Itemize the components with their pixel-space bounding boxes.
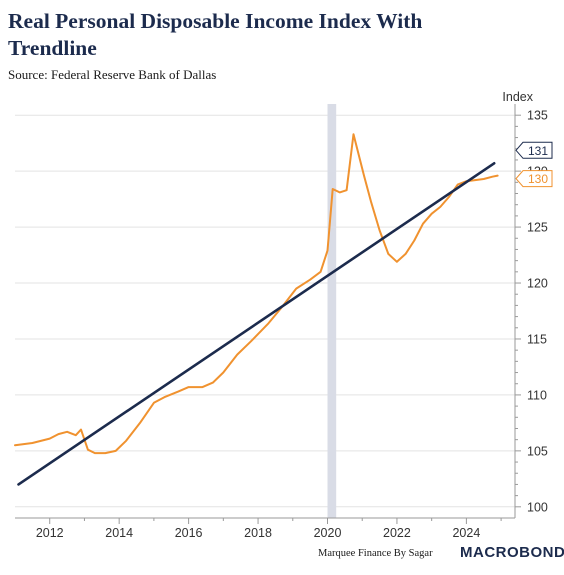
y-tick-label-115: 115 bbox=[527, 332, 547, 346]
income-index-end-flag: 130 bbox=[515, 170, 553, 188]
y-tick-label-100: 100 bbox=[527, 500, 548, 514]
trendline-series bbox=[17, 162, 496, 486]
x-tick-label-2022: 2022 bbox=[383, 526, 411, 540]
chart-source: Source: Federal Reserve Bank of Dallas bbox=[8, 67, 217, 82]
end-value-flags: 130 131 bbox=[515, 141, 553, 188]
y-axis-unit-label: Index bbox=[502, 90, 533, 104]
income-index-series bbox=[14, 133, 499, 455]
footer-credit: Marquee Finance By Sagar bbox=[318, 548, 433, 559]
trendline-end-flag: 131 bbox=[515, 141, 553, 159]
y-tick-label-105: 105 bbox=[527, 444, 548, 458]
x-tick-label-2016: 2016 bbox=[175, 526, 203, 540]
chart-title: Real Personal Disposable Income Index Wi… bbox=[8, 9, 423, 60]
x-tick-label-2024: 2024 bbox=[452, 526, 480, 540]
y-tick-label-125: 125 bbox=[527, 221, 548, 235]
recession-band bbox=[327, 104, 337, 518]
income-index-end-value: 130 bbox=[528, 172, 548, 186]
y-tick-label-135: 135 bbox=[527, 109, 548, 123]
x-tick-label-2020: 2020 bbox=[314, 526, 342, 540]
macrobond-logo: MACROBOND bbox=[460, 544, 564, 561]
y-axis-ticks: 100 105 110 115 120 125 130 135 bbox=[515, 109, 548, 514]
x-axis-ticks: 2012 2014 2016 2018 2020 2022 2024 bbox=[36, 518, 502, 540]
x-tick-label-2018: 2018 bbox=[244, 526, 272, 540]
series-layer bbox=[14, 133, 499, 486]
y-tick-label-110: 110 bbox=[527, 388, 547, 402]
y-tick-label-120: 120 bbox=[527, 277, 548, 291]
grid-lines bbox=[15, 114, 515, 508]
trendline-end-value: 131 bbox=[528, 144, 548, 158]
x-tick-label-2014: 2014 bbox=[105, 526, 133, 540]
x-tick-label-2012: 2012 bbox=[36, 526, 64, 540]
